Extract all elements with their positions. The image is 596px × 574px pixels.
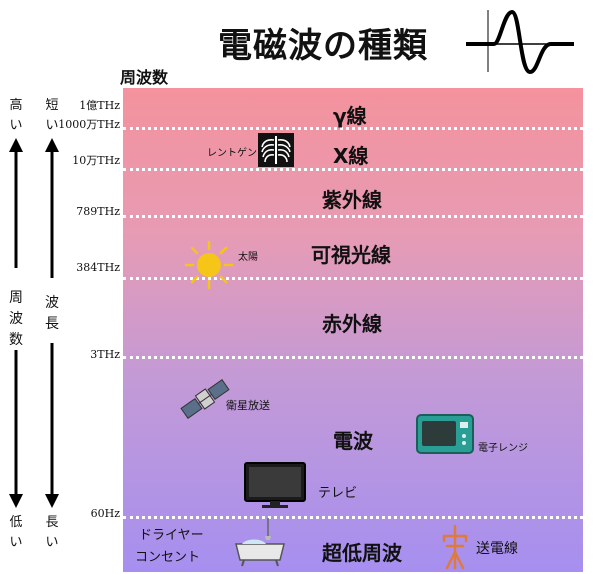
band-visible: 可視光線 xyxy=(311,243,391,267)
freq-axis-label: 周波数 xyxy=(9,290,23,348)
bathtub-icon xyxy=(235,518,285,567)
microwave-icon xyxy=(416,414,474,454)
divider-60hz xyxy=(123,516,583,519)
band-infrared: 赤外線 xyxy=(322,312,382,336)
wavelength-axis-arrow xyxy=(45,138,59,508)
band-gamma: γ線 xyxy=(333,104,367,128)
freq-tick: 1億THz xyxy=(79,99,120,112)
divider-3thz xyxy=(123,356,583,359)
wavelength-axis-label: 波長 xyxy=(45,295,59,332)
waveform-icon xyxy=(466,9,574,75)
freq-tick: 1000万THz xyxy=(58,118,120,131)
freq-tick: 789THz xyxy=(76,205,120,218)
freq-tick: 10万THz xyxy=(72,154,120,167)
tv-example-label: テレビ xyxy=(318,486,358,501)
band-elf: 超低周波 xyxy=(322,541,402,565)
divider-1000man xyxy=(123,127,583,130)
satellite-example-label: 衛星放送 xyxy=(226,399,270,412)
sun-example-label: 太陽 xyxy=(238,252,258,263)
band-xray: X線 xyxy=(333,144,369,168)
xray-ribcage-icon xyxy=(258,133,294,167)
divider-384 xyxy=(123,277,583,280)
diagram-title: 電磁波の種類 xyxy=(218,26,428,66)
dryer-example-label: ドライヤー xyxy=(139,528,204,543)
wavelength-short-label: 短い xyxy=(45,98,59,133)
freq-tick: 3THz xyxy=(90,348,120,361)
satellite-icon xyxy=(180,379,230,419)
freq-high-label: 高い xyxy=(9,98,23,133)
wavelength-long-label: 長い xyxy=(45,515,59,550)
tv-icon xyxy=(244,462,306,508)
freq-tick: 60Hz xyxy=(90,507,120,520)
freq-tick: 384THz xyxy=(76,261,120,274)
divider-10man xyxy=(123,168,583,171)
microwave-example-label: 電子レンジ xyxy=(478,443,528,454)
freq-low-label: 低い xyxy=(9,515,23,550)
frequency-heading: 周波数 xyxy=(120,68,169,87)
powerline-example-label: 送電線 xyxy=(476,541,518,557)
band-radio: 電波 xyxy=(333,429,373,453)
outlet-example-label: コンセント xyxy=(135,550,201,565)
xray-example-label: レントゲン xyxy=(207,148,257,159)
power-tower-icon xyxy=(442,524,468,570)
sun-icon xyxy=(184,240,234,290)
band-uv: 紫外線 xyxy=(322,188,382,212)
freq-axis-arrow xyxy=(9,138,23,508)
divider-789 xyxy=(123,215,583,218)
